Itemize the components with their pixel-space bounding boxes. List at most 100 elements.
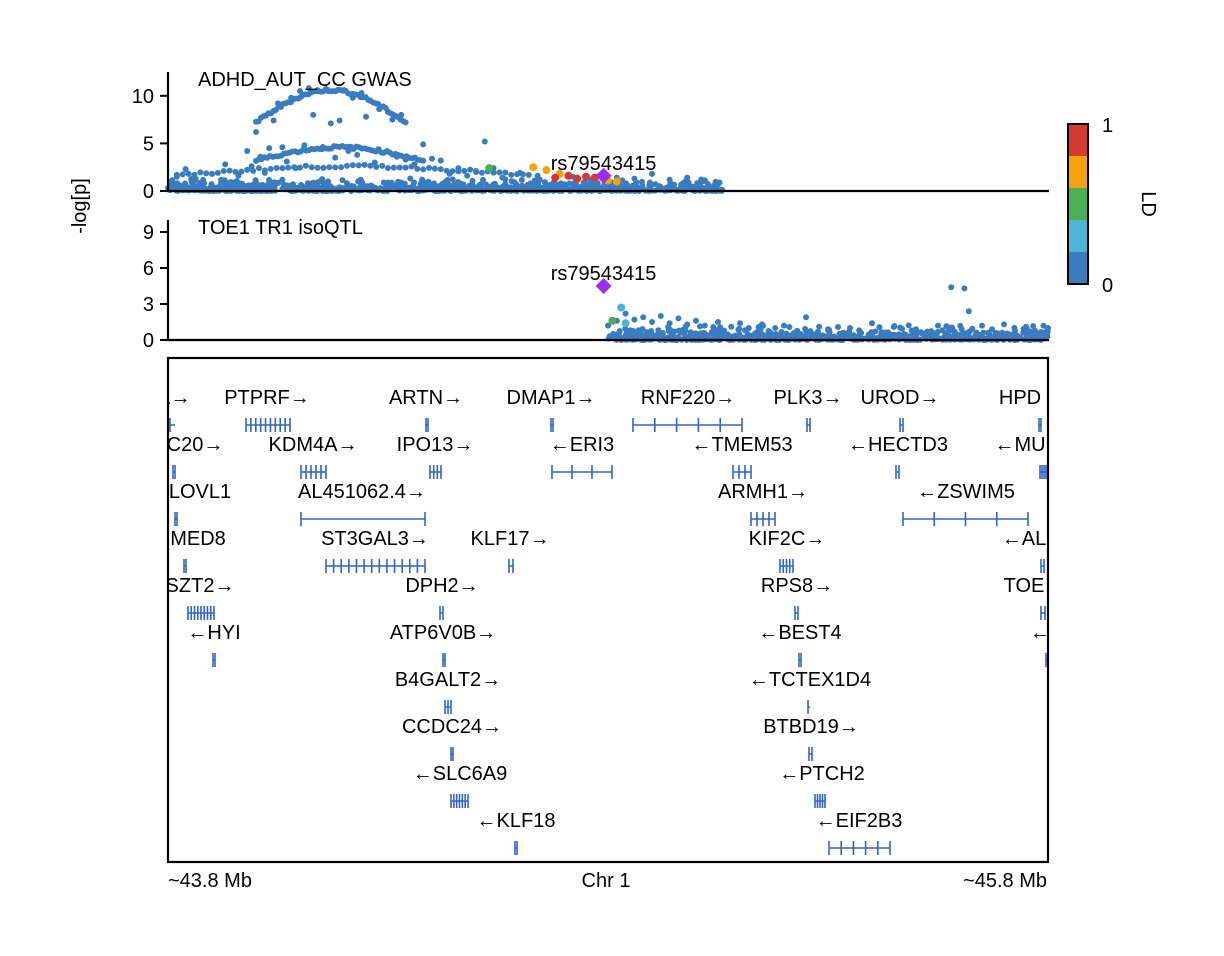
snp-point	[297, 88, 303, 95]
gwas-panel: 0 5 10 ADHD_AUT_CC GWAS rs79543415	[132, 69, 1049, 203]
ld-snp-point	[608, 316, 617, 325]
snp-point	[694, 180, 701, 187]
snp-point	[385, 164, 391, 171]
snp-point	[717, 324, 724, 331]
ld-snp-point	[612, 177, 621, 186]
snp-point	[266, 176, 273, 183]
ld-snp-point	[542, 166, 551, 175]
snp-point	[452, 183, 459, 190]
gene-label: SZT2→	[166, 575, 235, 597]
ld-snp-point	[621, 319, 630, 328]
y-tick-label: 3	[143, 294, 154, 316]
snp-point	[336, 117, 343, 124]
snp-point	[289, 182, 296, 189]
snp-point	[279, 176, 286, 183]
snp-point	[927, 334, 934, 341]
snp-point	[461, 167, 468, 174]
snp-point	[480, 176, 487, 183]
snp-point	[214, 169, 221, 176]
snp-point	[283, 158, 290, 165]
snp-point	[253, 128, 259, 135]
snp-point	[444, 176, 451, 183]
snp-point	[349, 162, 356, 169]
gene-label: BTBD19→	[763, 716, 859, 738]
snp-point	[1011, 324, 1018, 331]
snp-point	[601, 183, 608, 190]
y-tick-label: 5	[143, 133, 154, 155]
ld-snp-point	[564, 171, 573, 180]
snp-point	[899, 325, 906, 332]
snp-point	[390, 164, 397, 171]
snp-point	[270, 117, 277, 124]
snp-point	[464, 172, 471, 179]
snp-point	[354, 151, 361, 158]
ld-snp-point	[582, 172, 590, 181]
snp-point	[663, 184, 670, 191]
snp-point	[659, 330, 666, 337]
snp-point	[872, 328, 879, 335]
snp-point	[783, 330, 790, 337]
ld-legend-swatch	[1068, 188, 1088, 220]
snp-point	[517, 169, 523, 176]
snp-point	[393, 153, 400, 160]
ld-legend-swatch	[1068, 156, 1088, 188]
snp-point	[407, 175, 414, 182]
snp-point	[467, 166, 474, 173]
snp-point	[379, 162, 386, 169]
snp-point	[316, 178, 323, 185]
x-left-label: ~43.8 Mb	[168, 870, 252, 892]
snp-point	[218, 176, 225, 183]
gene-label: ARTN→	[389, 387, 463, 409]
snp-point	[275, 180, 282, 187]
snp-point	[622, 310, 629, 317]
snp-point	[992, 329, 999, 336]
snp-point	[380, 179, 387, 186]
snp-point	[252, 177, 259, 184]
snp-point	[527, 180, 534, 187]
snp-point	[687, 329, 694, 336]
snp-point	[275, 100, 281, 107]
snp-point	[542, 182, 549, 189]
snp-point	[312, 184, 319, 191]
snp-point	[358, 89, 365, 96]
snp-point	[420, 141, 427, 148]
snp-point	[478, 169, 485, 176]
snp-point	[948, 284, 955, 291]
snp-point	[534, 181, 541, 188]
x-center-label: Chr 1	[582, 870, 631, 892]
gene-label: ←MU	[994, 434, 1045, 456]
ld-legend-swatch	[1068, 124, 1088, 156]
snp-point	[847, 325, 853, 331]
snp-point	[525, 171, 532, 178]
snp-point	[754, 329, 761, 336]
gene-label: UROD→	[861, 387, 940, 409]
snp-point	[267, 165, 274, 172]
gene-label: RPS8→	[761, 575, 833, 597]
snp-point	[441, 180, 448, 187]
snp-point	[508, 171, 515, 178]
snp-point	[666, 320, 673, 327]
ld-legend-frame	[1067, 123, 1089, 285]
gene-label: B4GALT2→	[395, 669, 501, 691]
snp-point	[825, 326, 831, 333]
snp-point	[878, 329, 885, 336]
snp-point	[905, 322, 912, 329]
snp-point	[327, 120, 334, 127]
gene-label: ST3GAL3→	[321, 528, 429, 550]
snp-point	[446, 181, 453, 188]
snp-point	[273, 164, 280, 171]
snp-point	[811, 331, 818, 338]
snp-point	[367, 162, 374, 169]
snp-point	[410, 182, 417, 189]
snp-point	[696, 333, 703, 340]
gwas-points	[165, 85, 726, 194]
snp-point	[713, 181, 720, 188]
snp-point	[429, 155, 435, 162]
ld-legend-swatch	[1068, 220, 1088, 252]
x-right-label: ~45.8 Mb	[963, 870, 1047, 892]
snp-point	[803, 314, 809, 321]
gene-label: ATP6V0B→	[390, 622, 496, 644]
snp-point	[728, 323, 735, 330]
snp-point	[388, 183, 395, 190]
snp-point	[786, 324, 793, 331]
